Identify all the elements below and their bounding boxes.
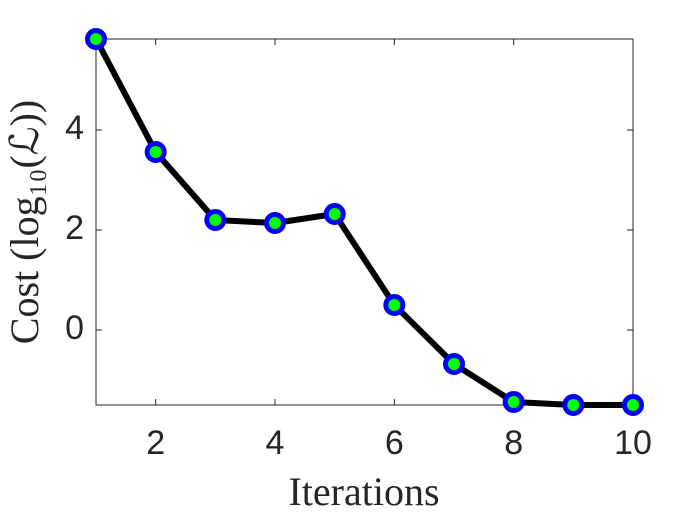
data-point	[443, 353, 465, 375]
data-point	[204, 209, 227, 231]
x-tick-label: 8	[504, 424, 523, 462]
y-tick-label: 0	[65, 309, 84, 347]
x-tick-label: 4	[266, 424, 285, 462]
x-tick-label: 10	[614, 424, 652, 462]
y-axis-label: Cost (log₁₀(ℒ))	[2, 100, 47, 344]
data-point	[323, 203, 346, 225]
data-point	[622, 394, 644, 416]
data-point	[383, 294, 406, 316]
data-point	[264, 212, 286, 234]
x-tick-label: 2	[146, 424, 165, 462]
data-point	[502, 391, 525, 413]
series-line	[93, 37, 633, 408]
y-tick-label: 4	[65, 109, 84, 147]
y-tick-label: 2	[65, 209, 84, 247]
data-point	[144, 141, 167, 163]
x-axis-label: Iterations	[288, 469, 439, 514]
data-point	[85, 28, 107, 50]
plot-area	[95, 38, 634, 406]
data-point	[562, 394, 585, 416]
x-tick-label: 6	[385, 424, 404, 462]
